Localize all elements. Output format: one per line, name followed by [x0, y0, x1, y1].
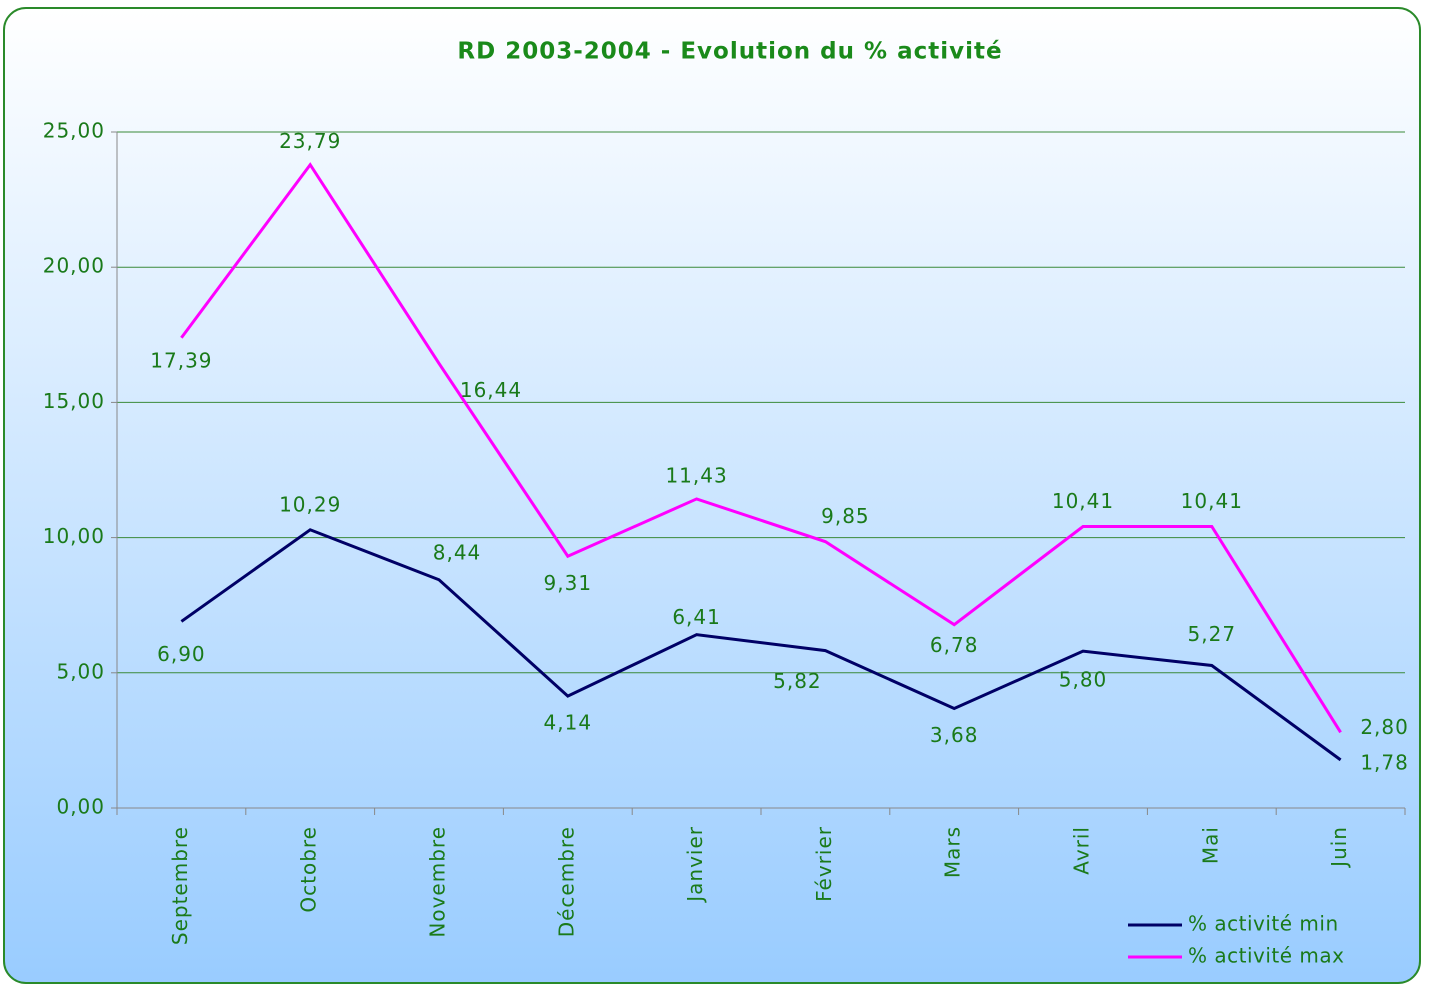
legend-label: % activité max	[1188, 944, 1344, 968]
x-tick-label: Mai	[1198, 826, 1222, 864]
data-label: 17,39	[150, 348, 212, 372]
data-label: 6,78	[930, 633, 979, 657]
data-label: 9,85	[821, 504, 870, 528]
x-tick-label: Février	[812, 826, 836, 902]
x-tick-label: Avril	[1070, 826, 1094, 875]
data-label: 5,80	[1059, 668, 1108, 692]
x-tick-label: Décembre	[554, 826, 578, 937]
y-tick-label: 15,00	[43, 389, 105, 413]
data-label: 5,82	[773, 669, 822, 693]
x-tick-label: Novembre	[426, 826, 450, 938]
data-label: 6,41	[672, 605, 721, 629]
x-tick-label: Janvier	[683, 826, 707, 904]
data-label: 23,79	[279, 129, 341, 153]
data-label: 2,80	[1360, 715, 1409, 739]
data-label: 4,14	[544, 711, 593, 735]
x-tick-label: Octobre	[297, 826, 321, 913]
y-tick-label: 10,00	[43, 524, 105, 548]
x-tick-label: Mars	[941, 826, 965, 878]
data-label: 16,44	[460, 378, 522, 402]
data-label: 10,29	[279, 492, 341, 516]
data-label: 3,68	[930, 723, 979, 747]
data-label: 9,31	[544, 571, 593, 595]
data-label: 10,41	[1181, 489, 1243, 513]
y-tick-label: 25,00	[43, 119, 105, 143]
series-line	[180, 162, 1342, 734]
chart-frame	[3, 7, 1421, 984]
data-label: 1,78	[1360, 750, 1409, 774]
y-tick-label: 0,00	[56, 795, 105, 819]
data-label: 8,44	[433, 540, 482, 564]
data-label: 5,27	[1188, 622, 1237, 646]
chart-title: RD 2003-2004 - Evolution du % activité	[457, 39, 1002, 65]
x-tick-label: Juin	[1327, 826, 1351, 869]
x-tick-label: Septembre	[168, 826, 192, 945]
legend-label: % activité min	[1188, 912, 1339, 936]
y-tick-label: 20,00	[43, 254, 105, 278]
series-line	[180, 528, 1342, 762]
data-label: 11,43	[665, 463, 727, 487]
data-label: 6,90	[157, 642, 206, 666]
data-label: 10,41	[1052, 489, 1114, 513]
y-tick-label: 5,00	[56, 659, 105, 683]
